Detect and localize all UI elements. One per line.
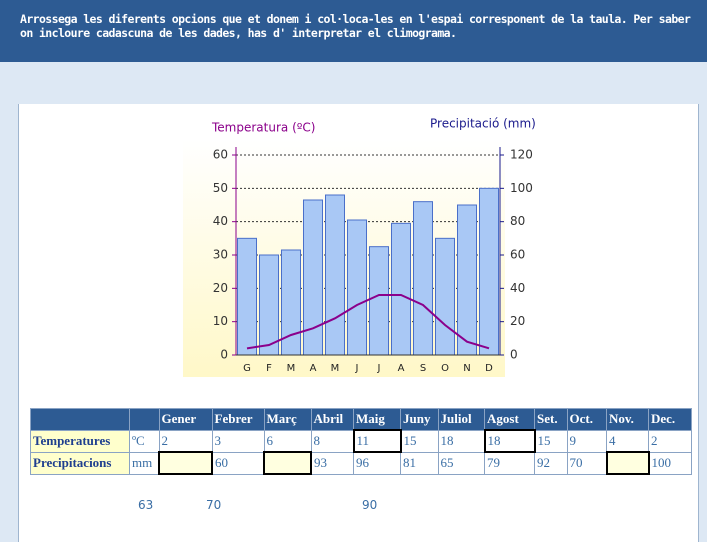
data-cell: 96: [353, 451, 401, 475]
month-header: Dec.: [648, 408, 692, 431]
y2-tick-label: 80: [510, 214, 525, 228]
chart: Temperatura (ºC) Precipitació (mm) 0 10 20…: [183, 117, 536, 377]
x-tick-label: A: [398, 363, 405, 374]
month-header: Set.: [534, 408, 568, 431]
x-tick-label: M: [287, 363, 296, 374]
data-cell: 8: [310, 429, 354, 453]
x-tick-label: A: [310, 363, 317, 374]
data-cell: 3: [211, 429, 265, 453]
bar: [369, 246, 389, 356]
y2-tick-label: 120: [510, 148, 533, 162]
data-cell: 2: [648, 429, 692, 453]
month-header: Febrer: [211, 408, 265, 431]
data-cell: 81: [400, 451, 439, 475]
x-tick-label: J: [355, 363, 359, 374]
drag-option[interactable]: 63: [138, 498, 154, 512]
y-tick-label: 40: [213, 214, 228, 228]
month-header: Gener: [158, 408, 213, 431]
bar: [457, 204, 477, 356]
y-tick-label: 10: [213, 314, 228, 328]
x-tick-label: S: [420, 363, 426, 374]
data-cell: 4: [606, 429, 649, 453]
corner-cell: [129, 408, 160, 431]
data-cell: 100: [648, 451, 692, 475]
x-tick-label: F: [266, 363, 272, 374]
header: Arrossega les diferents opcions que et d…: [0, 0, 707, 62]
data-cell: 15: [400, 429, 439, 453]
y-tick-label: 30: [213, 248, 228, 262]
bar: [347, 219, 367, 356]
data-cell: 65: [437, 451, 485, 475]
y-axis-label: Temperatura (ºC): [211, 121, 315, 135]
y-tick-label: 50: [213, 181, 228, 195]
x-tick-label: D: [485, 363, 493, 374]
data-cell: 2: [158, 429, 213, 453]
bar: [237, 237, 257, 356]
y2-tick-label: 100: [510, 181, 533, 195]
x-tick-label: N: [463, 363, 470, 374]
x-tick-label: J: [377, 363, 381, 374]
data-cell: 6: [263, 429, 312, 453]
bar: [259, 254, 279, 356]
data-cell: 92: [534, 451, 568, 475]
y-tick-label: 0: [220, 348, 228, 362]
month-header: Agost: [484, 408, 535, 431]
bar: [479, 187, 499, 356]
y2-tick-label: 40: [510, 281, 525, 295]
month-header: Oct.: [566, 408, 607, 431]
row-label: Temperatures: [30, 429, 130, 453]
bar: [391, 222, 411, 356]
data-cell: 79: [484, 451, 535, 475]
y2-tick-label: 0: [510, 348, 518, 362]
y2-tick-label: 60: [510, 248, 525, 262]
data-cell: 15: [534, 429, 568, 453]
data-cell: 70: [566, 451, 607, 475]
y-tick-label: 60: [213, 148, 228, 162]
month-header: Maig: [353, 408, 401, 431]
y2-axis-label: Precipitació (mm): [430, 117, 536, 131]
unit-cell: mm: [129, 451, 160, 475]
unit-cell: ºC: [129, 429, 160, 453]
x-tick-label: M: [331, 363, 340, 374]
month-header: Abril: [310, 408, 354, 431]
line: [246, 294, 490, 350]
drag-option[interactable]: 70: [206, 498, 222, 512]
drop-slot[interactable]: [263, 451, 312, 475]
bar: [435, 237, 455, 356]
y2-tick-label: 20: [510, 314, 525, 328]
bar: [281, 249, 301, 356]
instructions: Arrossega les diferents opcions que et d…: [20, 12, 691, 40]
bar: [413, 201, 433, 356]
data-cell: 18: [483, 429, 536, 453]
month-header: Juliol: [437, 408, 485, 431]
data-cell: 18: [437, 429, 485, 453]
drop-slot[interactable]: [158, 451, 213, 475]
bar: [303, 199, 323, 356]
row-label: Precipitacions: [30, 451, 130, 475]
data-cell: 11: [352, 429, 402, 453]
y-tick-label: 20: [213, 281, 228, 295]
drag-option[interactable]: 90: [362, 498, 378, 512]
x-tick-label: G: [243, 363, 251, 374]
month-header: Nov.: [606, 408, 649, 431]
data-cell: 60: [211, 451, 265, 475]
corner-cell: [30, 408, 130, 431]
bar: [325, 194, 345, 356]
x-tick-label: O: [441, 363, 449, 374]
drop-slot[interactable]: [605, 451, 650, 475]
data-cell: 93: [310, 451, 354, 475]
month-header: Març: [263, 408, 312, 431]
data-cell: 9: [566, 429, 607, 453]
month-header: Juny: [400, 408, 439, 431]
data-table: Gener Febrer Març Abril Maig Juny Juliol Agost S…: [30, 408, 692, 475]
